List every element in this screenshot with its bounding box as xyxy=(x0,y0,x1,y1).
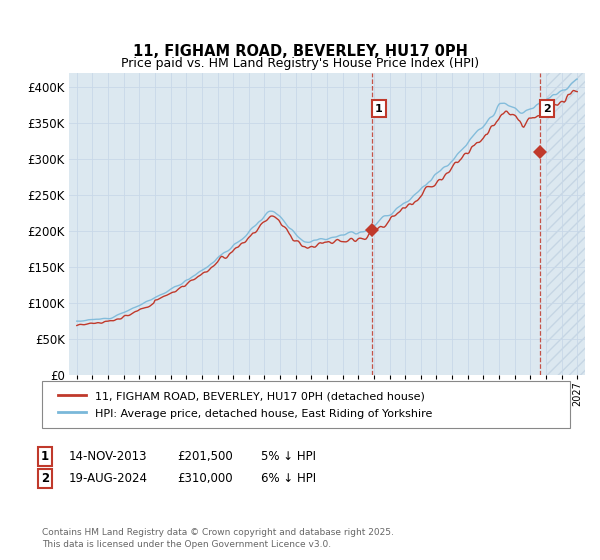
Text: £201,500: £201,500 xyxy=(177,450,233,463)
Text: 11, FIGHAM ROAD, BEVERLEY, HU17 0PH: 11, FIGHAM ROAD, BEVERLEY, HU17 0PH xyxy=(133,44,467,59)
Legend: 11, FIGHAM ROAD, BEVERLEY, HU17 0PH (detached house), HPI: Average price, detach: 11, FIGHAM ROAD, BEVERLEY, HU17 0PH (det… xyxy=(53,385,438,424)
Text: 5% ↓ HPI: 5% ↓ HPI xyxy=(261,450,316,463)
Text: 1: 1 xyxy=(41,450,49,463)
Bar xyxy=(546,73,585,375)
Text: £310,000: £310,000 xyxy=(177,472,233,486)
Text: 19-AUG-2024: 19-AUG-2024 xyxy=(69,472,148,486)
Text: 6% ↓ HPI: 6% ↓ HPI xyxy=(261,472,316,486)
Text: Contains HM Land Registry data © Crown copyright and database right 2025.
This d: Contains HM Land Registry data © Crown c… xyxy=(42,528,394,549)
Text: 2: 2 xyxy=(543,104,551,114)
Text: Price paid vs. HM Land Registry's House Price Index (HPI): Price paid vs. HM Land Registry's House … xyxy=(121,57,479,70)
Text: 14-NOV-2013: 14-NOV-2013 xyxy=(69,450,148,463)
Text: 1: 1 xyxy=(375,104,383,114)
Text: 2: 2 xyxy=(41,472,49,486)
FancyBboxPatch shape xyxy=(42,381,570,428)
